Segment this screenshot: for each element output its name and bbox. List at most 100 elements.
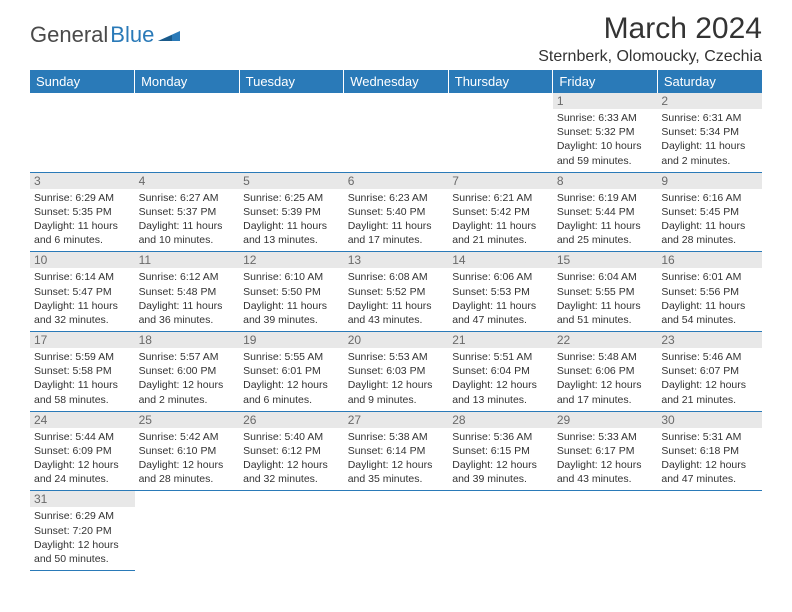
day-details: Sunrise: 6:10 AMSunset: 5:50 PMDaylight:…: [243, 270, 340, 327]
day-number: 22: [553, 332, 658, 348]
day-number: 6: [344, 173, 449, 189]
day-details: Sunrise: 5:31 AMSunset: 6:18 PMDaylight:…: [661, 430, 758, 487]
calendar-cell-empty: [344, 491, 449, 571]
day-details: Sunrise: 5:59 AMSunset: 5:58 PMDaylight:…: [34, 350, 131, 407]
day-number: 23: [657, 332, 762, 348]
weekday-header: Saturday: [657, 70, 762, 93]
day-details: Sunrise: 6:21 AMSunset: 5:42 PMDaylight:…: [452, 191, 549, 248]
day-number: 12: [239, 252, 344, 268]
calendar-cell: 14 Sunrise: 6:06 AMSunset: 5:53 PMDayligh…: [448, 252, 553, 332]
day-number: 17: [30, 332, 135, 348]
day-details: Sunrise: 6:06 AMSunset: 5:53 PMDaylight:…: [452, 270, 549, 327]
day-number: 5: [239, 173, 344, 189]
calendar-cell-empty: [135, 491, 240, 571]
day-details: Sunrise: 6:08 AMSunset: 5:52 PMDaylight:…: [348, 270, 445, 327]
calendar-cell: 10 Sunrise: 6:14 AMSunset: 5:47 PMDayligh…: [30, 252, 135, 332]
calendar-cell: 19Sunrise: 5:55 AMSunset: 6:01 PMDayligh…: [239, 332, 344, 412]
calendar-cell: 16 Sunrise: 6:01 AMSunset: 5:56 PMDayligh…: [657, 252, 762, 332]
calendar-cell: 17 Sunrise: 5:59 AMSunset: 5:58 PMDayligh…: [30, 332, 135, 412]
day-number: 8: [553, 173, 658, 189]
calendar-cell-empty: [448, 93, 553, 172]
day-number: 9: [657, 173, 762, 189]
weekday-header: Tuesday: [239, 70, 344, 93]
day-details: Sunrise: 5:44 AMSunset: 6:09 PMDaylight:…: [34, 430, 131, 487]
day-number: 30: [657, 412, 762, 428]
title-block: March 2024 Sternberk, Olomoucky, Czechia: [538, 12, 762, 66]
calendar-cell: 30 Sunrise: 5:31 AMSunset: 6:18 PMDayligh…: [657, 411, 762, 491]
calendar-cell: 29 Sunrise: 5:33 AMSunset: 6:17 PMDayligh…: [553, 411, 658, 491]
location: Sternberk, Olomoucky, Czechia: [538, 48, 762, 66]
calendar-cell: 23 Sunrise: 5:46 AMSunset: 6:07 PMDayligh…: [657, 332, 762, 412]
day-number: 29: [553, 412, 658, 428]
calendar-header-row: SundayMondayTuesdayWednesdayThursdayFrid…: [30, 70, 762, 93]
day-number: 14: [448, 252, 553, 268]
day-number: 1: [553, 93, 658, 109]
calendar-cell: 8 Sunrise: 6:19 AMSunset: 5:44 PMDaylight…: [553, 172, 658, 252]
calendar-body: 1 Sunrise: 6:33 AMSunset: 5:32 PMDaylight…: [30, 93, 762, 571]
day-number: 28: [448, 412, 553, 428]
calendar-cell: 7 Sunrise: 6:21 AMSunset: 5:42 PMDaylight…: [448, 172, 553, 252]
day-details: Sunrise: 6:16 AMSunset: 5:45 PMDaylight:…: [661, 191, 758, 248]
day-details: Sunrise: 5:46 AMSunset: 6:07 PMDaylight:…: [661, 350, 758, 407]
day-number: 25: [135, 412, 240, 428]
calendar-cell: 31Sunrise: 6:29 AMSunset: 7:20 PMDayligh…: [30, 491, 135, 571]
calendar-cell: 24Sunrise: 5:44 AMSunset: 6:09 PMDayligh…: [30, 411, 135, 491]
weekday-header: Wednesday: [344, 70, 449, 93]
day-number: 15: [553, 252, 658, 268]
calendar-cell-empty: [553, 491, 658, 571]
day-details: Sunrise: 6:19 AMSunset: 5:44 PMDaylight:…: [557, 191, 654, 248]
day-details: Sunrise: 6:01 AMSunset: 5:56 PMDaylight:…: [661, 270, 758, 327]
calendar-cell-empty: [135, 93, 240, 172]
day-number: 2: [657, 93, 762, 109]
calendar-cell: 5 Sunrise: 6:25 AMSunset: 5:39 PMDaylight…: [239, 172, 344, 252]
day-number: 18: [135, 332, 240, 348]
calendar-cell: 27Sunrise: 5:38 AMSunset: 6:14 PMDayligh…: [344, 411, 449, 491]
day-details: Sunrise: 5:53 AMSunset: 6:03 PMDaylight:…: [348, 350, 445, 407]
calendar-cell: 9 Sunrise: 6:16 AMSunset: 5:45 PMDaylight…: [657, 172, 762, 252]
calendar-cell: 13Sunrise: 6:08 AMSunset: 5:52 PMDayligh…: [344, 252, 449, 332]
flag-icon: [158, 25, 180, 46]
day-details: Sunrise: 5:42 AMSunset: 6:10 PMDaylight:…: [139, 430, 236, 487]
day-details: Sunrise: 6:12 AMSunset: 5:48 PMDaylight:…: [139, 270, 236, 327]
day-details: Sunrise: 6:27 AMSunset: 5:37 PMDaylight:…: [139, 191, 236, 248]
calendar-table: SundayMondayTuesdayWednesdayThursdayFrid…: [30, 70, 762, 571]
calendar-cell-empty: [239, 491, 344, 571]
calendar-cell: 4 Sunrise: 6:27 AMSunset: 5:37 PMDaylight…: [135, 172, 240, 252]
day-details: Sunrise: 5:55 AMSunset: 6:01 PMDaylight:…: [243, 350, 340, 407]
calendar-cell: 1 Sunrise: 6:33 AMSunset: 5:32 PMDaylight…: [553, 93, 658, 172]
calendar-cell: 6Sunrise: 6:23 AMSunset: 5:40 PMDaylight…: [344, 172, 449, 252]
calendar-cell: 25 Sunrise: 5:42 AMSunset: 6:10 PMDayligh…: [135, 411, 240, 491]
day-details: Sunrise: 5:40 AMSunset: 6:12 PMDaylight:…: [243, 430, 340, 487]
calendar-cell: 12 Sunrise: 6:10 AMSunset: 5:50 PMDayligh…: [239, 252, 344, 332]
weekday-header: Thursday: [448, 70, 553, 93]
day-details: Sunrise: 5:33 AMSunset: 6:17 PMDaylight:…: [557, 430, 654, 487]
day-details: Sunrise: 5:36 AMSunset: 6:15 PMDaylight:…: [452, 430, 549, 487]
day-number: 16: [657, 252, 762, 268]
day-details: Sunrise: 6:33 AMSunset: 5:32 PMDaylight:…: [557, 111, 654, 168]
day-details: Sunrise: 5:48 AMSunset: 6:06 PMDaylight:…: [557, 350, 654, 407]
weekday-header: Sunday: [30, 70, 135, 93]
calendar-cell-empty: [448, 491, 553, 571]
calendar-cell: 2Sunrise: 6:31 AMSunset: 5:34 PMDaylight…: [657, 93, 762, 172]
header: GeneralBlue March 2024 Sternberk, Olomou…: [30, 12, 762, 66]
day-details: Sunrise: 6:25 AMSunset: 5:39 PMDaylight:…: [243, 191, 340, 248]
day-details: Sunrise: 6:29 AMSunset: 5:35 PMDaylight:…: [34, 191, 131, 248]
calendar-cell: 28 Sunrise: 5:36 AMSunset: 6:15 PMDayligh…: [448, 411, 553, 491]
logo-text-blue: Blue: [110, 22, 154, 48]
day-number: 26: [239, 412, 344, 428]
day-number: 10: [30, 252, 135, 268]
day-details: Sunrise: 6:14 AMSunset: 5:47 PMDaylight:…: [34, 270, 131, 327]
month-title: March 2024: [538, 12, 762, 46]
calendar-cell-empty: [344, 93, 449, 172]
calendar-cell: 15Sunrise: 6:04 AMSunset: 5:55 PMDayligh…: [553, 252, 658, 332]
calendar-cell: 26 Sunrise: 5:40 AMSunset: 6:12 PMDayligh…: [239, 411, 344, 491]
day-number: 4: [135, 173, 240, 189]
day-number: 7: [448, 173, 553, 189]
calendar-cell: 21Sunrise: 5:51 AMSunset: 6:04 PMDayligh…: [448, 332, 553, 412]
day-details: Sunrise: 5:51 AMSunset: 6:04 PMDaylight:…: [452, 350, 549, 407]
calendar-cell: 11Sunrise: 6:12 AMSunset: 5:48 PMDayligh…: [135, 252, 240, 332]
calendar-cell: 18Sunrise: 5:57 AMSunset: 6:00 PMDayligh…: [135, 332, 240, 412]
day-number: 27: [344, 412, 449, 428]
day-number: 31: [30, 491, 135, 507]
calendar-cell-empty: [657, 491, 762, 571]
